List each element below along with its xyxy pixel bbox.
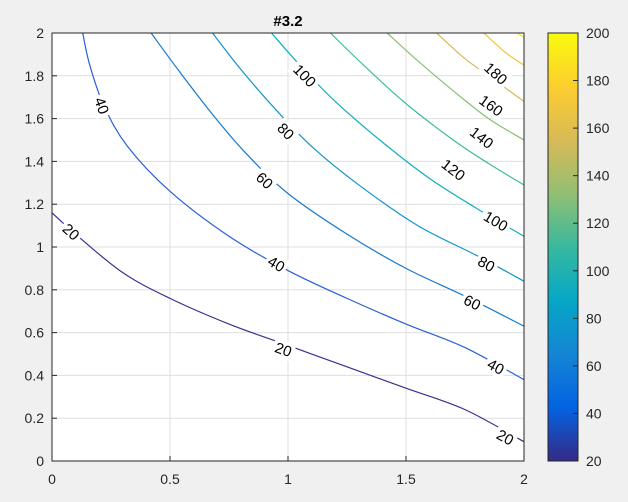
contour-label-text: 40 xyxy=(484,356,507,379)
x-tick-label: 0.5 xyxy=(160,471,180,487)
contour-label-text: 80 xyxy=(475,253,498,276)
colorbar-tick-label: 80 xyxy=(586,310,602,326)
contour-label-bg xyxy=(56,217,86,247)
contour-label-bg xyxy=(481,353,510,381)
contour-label-bg xyxy=(269,337,297,362)
contour-label-bg xyxy=(473,89,509,123)
contour-label-bg xyxy=(89,92,114,120)
y-tick-label: 0.6 xyxy=(25,325,45,341)
contour-label-text: 20 xyxy=(272,339,293,361)
contour-label-bg xyxy=(262,250,291,278)
contour-label: 20 xyxy=(56,217,86,247)
grid-lines xyxy=(51,32,525,462)
contour-label-bg xyxy=(478,56,514,91)
contour-label: 60 xyxy=(250,166,279,195)
contour-label-bg xyxy=(472,250,501,278)
colorbar-tick-label: 180 xyxy=(586,73,610,89)
colorbar xyxy=(547,32,579,462)
y-tick-label: 1.4 xyxy=(25,153,45,169)
y-tick-label: 2 xyxy=(36,25,44,41)
contour-line-200 xyxy=(516,33,524,38)
x-tick-label: 0 xyxy=(48,471,56,487)
contour-label: 80 xyxy=(472,250,501,278)
colorbar-tick-label: 120 xyxy=(586,215,610,231)
contour-line-140 xyxy=(386,33,524,141)
contour-label-text: 40 xyxy=(90,95,112,116)
x-tick-label: 1 xyxy=(284,471,292,487)
chart-title: #3.2 xyxy=(273,13,302,30)
y-tick-label: 1.8 xyxy=(25,68,45,84)
contour-label-text: 60 xyxy=(461,292,484,315)
y-tick-label: 0.2 xyxy=(25,410,45,426)
contour-label-bg xyxy=(271,117,300,146)
colorbar-tick-label: 100 xyxy=(586,263,610,279)
contour-label-bg xyxy=(458,289,486,316)
contour-label: 20 xyxy=(269,337,297,362)
contour-label: 40 xyxy=(89,92,114,120)
contour-line-180 xyxy=(483,33,524,66)
y-tick-label: 0 xyxy=(36,453,44,469)
contour-label: 60 xyxy=(458,289,486,316)
y-tick-label: 1.2 xyxy=(25,196,45,212)
contour-line-60 xyxy=(150,33,524,327)
contour-line-20 xyxy=(52,212,524,443)
colorbar-tick-label: 40 xyxy=(586,405,602,421)
x-tick-label: 2 xyxy=(520,471,528,487)
contour-label-bg xyxy=(287,58,322,94)
contour-label: 20 xyxy=(491,424,520,451)
contour-label-bg xyxy=(491,424,520,451)
contour-label-text: 20 xyxy=(493,426,516,449)
contour-label-bg xyxy=(477,205,514,237)
y-tick-label: 1.6 xyxy=(25,111,45,127)
y-tick-label: 0.8 xyxy=(25,282,45,298)
contour-label-bg xyxy=(250,166,279,195)
colorbar-tick-label: 140 xyxy=(586,168,610,184)
contour-label: 40 xyxy=(481,353,510,381)
y-tick-label: 0.4 xyxy=(25,367,45,383)
colorbar-tick-label: 60 xyxy=(586,358,602,374)
contour-line-80 xyxy=(212,33,524,282)
x-tick-label: 1.5 xyxy=(396,471,416,487)
contour-label: 80 xyxy=(271,117,300,146)
contour-line-120 xyxy=(330,33,524,186)
y-axis-ticks: 0 0.2 0.4 0.6 0.8 1 1.2 1.4 1.6 1.8 2 xyxy=(25,25,57,469)
colorbar-ticks: 20 40 60 80 100 120 140 160 180 200 xyxy=(573,25,610,469)
y-tick-label: 1 xyxy=(36,239,44,255)
colorbar-tick-label: 200 xyxy=(586,25,610,41)
contour-label: 40 xyxy=(262,250,291,278)
contour-label-bg xyxy=(463,121,500,155)
colorbar-tick-label: 160 xyxy=(586,120,610,136)
contour-label-bg xyxy=(435,153,471,187)
x-axis-ticks: 0 0.5 1 1.5 2 xyxy=(48,456,528,487)
contour-label-text: 40 xyxy=(264,253,287,276)
colorbar-tick-label: 20 xyxy=(586,453,602,469)
